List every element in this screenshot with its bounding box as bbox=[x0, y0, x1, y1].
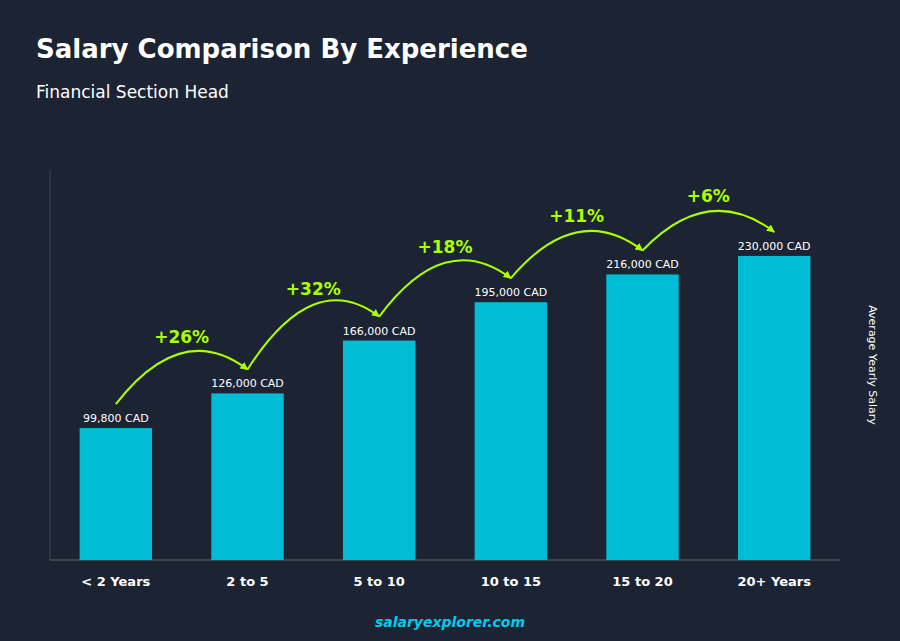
x-axis-line bbox=[50, 560, 840, 561]
change-arrow bbox=[248, 300, 380, 369]
bar bbox=[80, 428, 152, 560]
data-label: 166,000 CAD bbox=[343, 325, 416, 338]
bar bbox=[343, 341, 415, 560]
data-label: 99,800 CAD bbox=[83, 412, 149, 425]
bar bbox=[211, 393, 283, 560]
change-label: +6% bbox=[687, 186, 730, 206]
title: Salary Comparison By Experience bbox=[36, 34, 528, 64]
change-label: +26% bbox=[154, 327, 209, 347]
bar bbox=[738, 256, 810, 560]
x-tick-label: < 2 Years bbox=[81, 574, 150, 589]
bar bbox=[606, 274, 678, 560]
change-arrow bbox=[643, 211, 775, 251]
data-label: 230,000 CAD bbox=[738, 240, 811, 253]
change-arrow bbox=[379, 260, 511, 316]
x-tick-label: 20+ Years bbox=[737, 574, 811, 589]
chart: Salary Comparison By Experience Financial… bbox=[0, 0, 900, 641]
x-tick-label: 5 to 10 bbox=[353, 574, 404, 589]
y-axis-label: Average Yearly Salary bbox=[866, 305, 879, 425]
watermark: salaryexplorer.com bbox=[375, 614, 525, 630]
bar bbox=[475, 302, 547, 560]
x-tick-label: 15 to 20 bbox=[612, 574, 672, 589]
x-tick-label: 2 to 5 bbox=[226, 574, 268, 589]
subtitle: Financial Section Head bbox=[36, 82, 229, 102]
change-label: +11% bbox=[549, 206, 604, 226]
change-arrow bbox=[116, 351, 248, 404]
background bbox=[0, 0, 900, 641]
change-label: +32% bbox=[286, 279, 341, 299]
bars bbox=[80, 256, 811, 560]
x-tick-label: 10 to 15 bbox=[481, 574, 541, 589]
change-arrow bbox=[511, 231, 643, 278]
data-label: 195,000 CAD bbox=[474, 286, 547, 299]
data-label: 126,000 CAD bbox=[211, 377, 284, 390]
y-axis-line bbox=[50, 170, 51, 560]
change-label: +18% bbox=[418, 237, 473, 257]
data-label: 216,000 CAD bbox=[606, 258, 679, 271]
